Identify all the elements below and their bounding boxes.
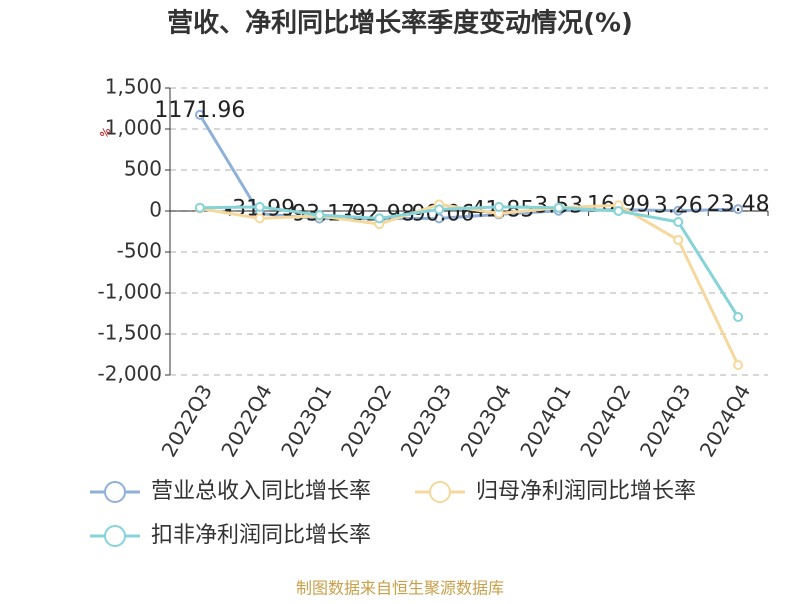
data-label: 1171.96 bbox=[154, 98, 245, 123]
x-tick-label: 2022Q3 bbox=[157, 380, 217, 461]
x-tick-label: 2022Q4 bbox=[216, 380, 276, 461]
data-point bbox=[434, 213, 445, 224]
data-point bbox=[733, 312, 744, 323]
series-line bbox=[199, 202, 740, 366]
x-tick-label: 2023Q2 bbox=[336, 380, 396, 461]
x-tick-label: 2024Q4 bbox=[695, 380, 755, 461]
data-point bbox=[374, 213, 385, 224]
x-tick-label: 2024Q3 bbox=[635, 380, 695, 461]
series-line bbox=[199, 205, 740, 318]
legend-label: 营业总收入同比增长率 bbox=[151, 479, 371, 504]
data-point bbox=[733, 359, 744, 370]
legend-swatch bbox=[104, 481, 126, 503]
x-tick-label: 2023Q4 bbox=[456, 380, 516, 461]
data-point bbox=[314, 210, 325, 221]
y-tick-label: 0 bbox=[149, 198, 162, 222]
y-tick-label: -1,000 bbox=[98, 280, 162, 304]
y-tick-label: -1,500 bbox=[98, 321, 162, 345]
data-point bbox=[493, 201, 504, 212]
data-point bbox=[254, 213, 265, 224]
source-note: 制图数据来自恒生聚源数据库 bbox=[296, 579, 504, 598]
data-point bbox=[553, 202, 564, 213]
x-tick-label: 2023Q1 bbox=[276, 380, 336, 461]
legend-swatch bbox=[429, 481, 451, 503]
legend-label: 归母净利润同比增长率 bbox=[476, 479, 696, 504]
legend-label: 扣非净利润同比增长率 bbox=[151, 523, 371, 548]
y-tick-label: 500 bbox=[124, 157, 162, 181]
data-point bbox=[194, 109, 205, 120]
y-tick-label: 1,000 bbox=[105, 116, 162, 140]
x-tick-label: 2023Q3 bbox=[396, 380, 456, 461]
data-point bbox=[673, 205, 684, 216]
data-point bbox=[673, 235, 684, 246]
legend-swatch bbox=[104, 525, 126, 547]
y-tick-label: 1,500 bbox=[105, 75, 162, 99]
data-point bbox=[613, 206, 624, 216]
data-point bbox=[434, 204, 445, 215]
data-label: 23.48 bbox=[707, 192, 770, 217]
data-point bbox=[194, 202, 205, 213]
y-tick-label: -2,000 bbox=[98, 362, 162, 386]
data-point bbox=[254, 201, 265, 212]
x-tick-label: 2024Q1 bbox=[515, 380, 575, 461]
x-tick-label: 2024Q2 bbox=[575, 380, 635, 461]
data-label: 3.26 bbox=[654, 194, 703, 219]
data-point bbox=[673, 216, 684, 227]
y-tick-label: -500 bbox=[117, 239, 162, 263]
data-point bbox=[733, 204, 744, 215]
chart-title: 营收、净利同比增长率季度变动情况(%) bbox=[167, 8, 633, 39]
